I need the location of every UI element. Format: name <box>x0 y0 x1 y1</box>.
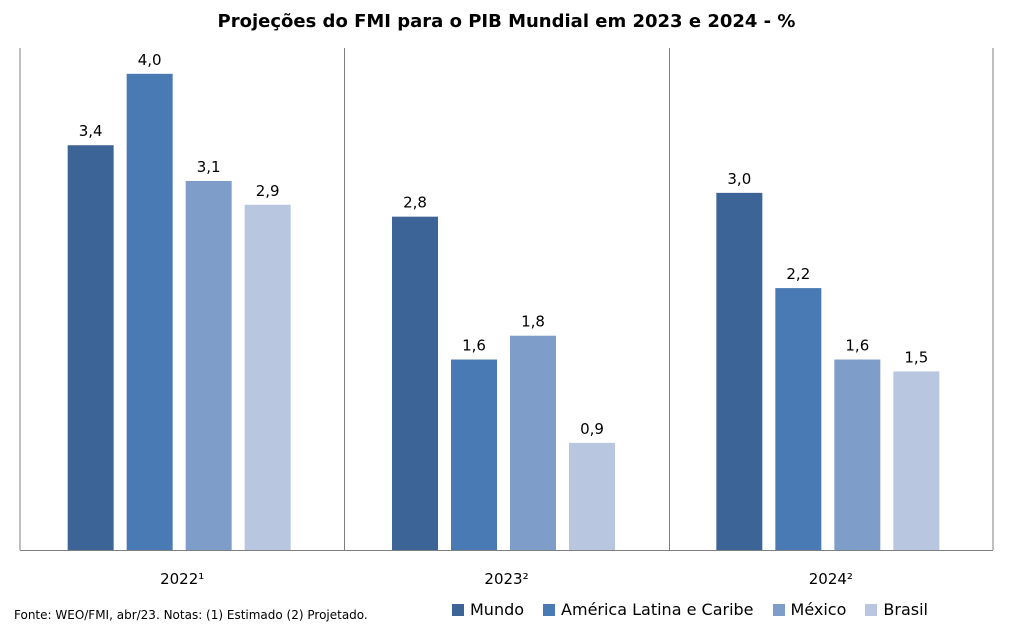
bar-mundo-2 <box>716 192 763 550</box>
legend-item: América Latina e Caribe <box>543 600 754 619</box>
plot-frame <box>19 48 994 551</box>
legend-item: Brasil <box>865 600 928 619</box>
legend-label: Brasil <box>883 600 928 619</box>
legend-swatch <box>452 603 464 616</box>
legend-label: México <box>790 600 847 619</box>
legend-label: Mundo <box>470 600 525 619</box>
bar-américa-latina-e-caribe-0 <box>126 73 173 551</box>
data-label: 3,4 <box>79 122 103 140</box>
bar-américa-latina-e-caribe-2 <box>775 288 822 550</box>
legend-swatch <box>865 603 878 616</box>
legend-swatch <box>543 603 556 616</box>
data-label: 1,6 <box>462 337 486 355</box>
x-tick-label: 2024² <box>809 570 853 588</box>
x-tick-label: 2022¹ <box>160 570 204 588</box>
x-tick-label: 2023² <box>484 570 528 588</box>
legend-swatch <box>772 603 785 616</box>
bar-méxico-0 <box>185 180 232 550</box>
legend-item: México <box>772 600 847 619</box>
bar-américa-latina-e-caribe-1 <box>451 359 497 550</box>
source-note: Fonte: WEO/FMI, abr/23. Notas: (1) Estim… <box>14 608 368 622</box>
bar-mundo-1 <box>392 216 438 550</box>
bar-brasil-2 <box>893 371 940 550</box>
data-label: 3,1 <box>197 158 221 176</box>
legend-label: América Latina e Caribe <box>561 600 754 619</box>
bar-mundo-0 <box>67 145 114 550</box>
data-label: 2,9 <box>256 182 280 200</box>
data-label: 3,0 <box>727 170 751 188</box>
legend: Mundo América Latina e Caribe México Brasil <box>452 600 928 619</box>
data-label: 1,8 <box>521 313 545 331</box>
data-label-group: 3,4 4,0 3,1 2,9 2,8 1,6 1,8 0,9 3,0 2,2 1,6 1,5 <box>79 51 929 438</box>
data-label: 4,0 <box>138 51 162 69</box>
data-label: 2,8 <box>403 194 427 212</box>
data-label: 2,2 <box>786 265 810 283</box>
chart-title: Projeções do FMI para o PIB Mundial em 2… <box>217 11 796 32</box>
bar-méxico-2 <box>834 359 881 550</box>
data-label: 1,6 <box>845 337 869 355</box>
bar-brasil-0 <box>244 204 291 550</box>
x-tick-group: 2022¹ 2023² 2024² <box>160 570 853 588</box>
bar-méxico-1 <box>510 335 556 550</box>
bar-brasil-1 <box>569 442 615 550</box>
bar-group <box>67 73 940 551</box>
legend-item: Mundo <box>452 600 524 619</box>
data-label: 0,9 <box>580 420 604 438</box>
data-label: 1,5 <box>904 348 928 366</box>
